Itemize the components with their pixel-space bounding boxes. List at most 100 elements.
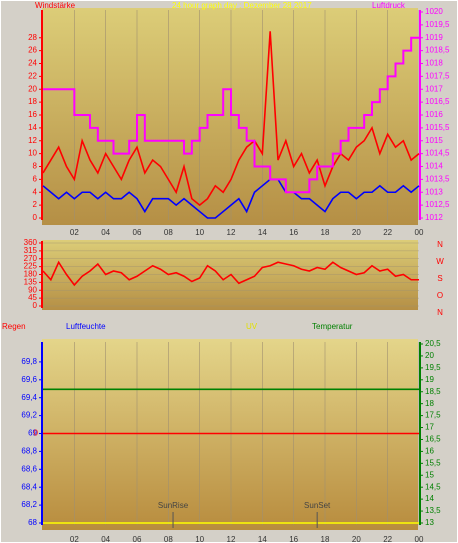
- y2-tick-label: 19: [425, 375, 434, 384]
- y2-tick-label: 1015,5: [425, 123, 450, 132]
- x-tick-label: 04: [101, 228, 110, 237]
- x-tick-label: 20: [352, 535, 361, 543]
- y2-tick-label: 1014,5: [425, 149, 450, 158]
- y2-tick-label: 1019: [425, 33, 443, 42]
- y-tick-label: 69,4: [21, 393, 37, 402]
- x-tick-label: 18: [321, 228, 330, 237]
- x-tick-label: 02: [70, 535, 79, 543]
- series-line: [42, 178, 420, 219]
- y2-tick-label: 13,5: [425, 506, 441, 515]
- y2-tick-label: 1017,5: [425, 71, 450, 80]
- x-tick-label: 00: [415, 228, 424, 237]
- y-tick-label: 6: [33, 174, 38, 183]
- direction-label: O: [437, 291, 443, 300]
- y2-tick-label: 1019,5: [425, 20, 450, 29]
- y-tick-label: 14: [28, 123, 37, 132]
- y2-tick-label: 18: [425, 399, 434, 408]
- series-line: [42, 260, 419, 287]
- y-tick-label: 68: [28, 518, 37, 527]
- x-tick-label: 08: [164, 228, 173, 237]
- x-tick-label: 22: [383, 228, 392, 237]
- x-tick-label: 12: [227, 228, 236, 237]
- y-tick-label: 0: [33, 213, 38, 222]
- y-tick-label: 69,6: [21, 375, 37, 384]
- y-axis-label: Windstärke: [35, 1, 76, 10]
- annotation: SunSet: [304, 501, 331, 510]
- y-tick-label: 180: [24, 270, 38, 279]
- x-tick-label: 14: [258, 228, 267, 237]
- x-tick-label: 10: [195, 535, 204, 543]
- y-tick-label: 18: [28, 97, 37, 106]
- y2-tick-label: 1018,5: [425, 46, 450, 55]
- x-tick-label: 22: [383, 535, 392, 543]
- y-tick-label: 12: [28, 136, 37, 145]
- series-line: [43, 36, 419, 194]
- x-tick-label: 16: [289, 228, 298, 237]
- x-tick-label: 08: [164, 535, 173, 543]
- y-tick-label: 68,2: [21, 500, 37, 509]
- x-tick-label: 16: [289, 535, 298, 543]
- y2-tick-label: 13: [425, 518, 434, 527]
- y2-tick-label: 1016: [425, 110, 443, 119]
- y2-tick-label: 20,5: [425, 339, 441, 348]
- y-tick-label: 69,2: [21, 411, 37, 420]
- direction-label: W: [436, 257, 444, 266]
- y-tick-label: 22: [28, 71, 37, 80]
- y-tick-label: 20: [28, 84, 37, 93]
- y2-tick-label: 1012,5: [425, 200, 450, 209]
- y2-tick-label: 15,5: [425, 458, 441, 467]
- legend-label: Temperatur: [312, 322, 353, 331]
- x-tick-label: 02: [70, 228, 79, 237]
- legend-label: Regen: [2, 322, 26, 331]
- y-tick-label: 0: [33, 301, 38, 310]
- x-tick-label: 14: [258, 535, 267, 543]
- y2-tick-label: 17,5: [425, 411, 441, 420]
- x-tick-label: 04: [101, 535, 110, 543]
- y-tick-label: 69,8: [21, 357, 37, 366]
- series-line: [42, 31, 420, 207]
- y-tick-label: 8: [33, 162, 38, 171]
- y2-tick-label: 1018: [425, 59, 443, 68]
- y2-tick-label: 1014: [425, 162, 443, 171]
- direction-label: N: [437, 240, 443, 249]
- x-tick-label: 20: [352, 228, 361, 237]
- y-tick-label: 225: [24, 262, 38, 271]
- legend-label: Luftfeuchte: [66, 322, 106, 331]
- direction-label: S: [437, 274, 442, 283]
- y2-tick-label: 1017: [425, 84, 443, 93]
- y2-tick-label: 1013,5: [425, 174, 450, 183]
- y-tick-label: 45: [28, 293, 37, 302]
- y2-tick-label: 19,5: [425, 363, 441, 372]
- y2-tick-label: 1016,5: [425, 97, 450, 106]
- direction-label: N: [437, 308, 443, 317]
- y2-tick-label: 1020: [425, 7, 443, 16]
- y-tick-label: 4: [33, 187, 38, 196]
- y-tick-label: 68,4: [21, 482, 37, 491]
- chart-title: 24 hour graph day : Dezember 28 2017: [172, 1, 312, 10]
- y2-tick-label: 14,5: [425, 482, 441, 491]
- x-tick-label: 06: [133, 228, 142, 237]
- y2-tick-label: 20: [425, 351, 434, 360]
- y2-tick-label: 1012: [425, 213, 443, 222]
- y-tick-label: 2: [33, 200, 38, 209]
- x-tick-label: 12: [227, 535, 236, 543]
- y2-tick-label: 15: [425, 470, 434, 479]
- y-tick-label: 24: [28, 59, 37, 68]
- x-tick-label: 18: [321, 535, 330, 543]
- y-tick-label: 68,8: [21, 447, 37, 456]
- y-tick-label: 28: [28, 33, 37, 42]
- y2-axis-label: Luftdruck: [372, 1, 406, 10]
- y2-tick-label: 14: [425, 494, 434, 503]
- y-tick-label: 315: [24, 246, 38, 255]
- y-tick-label: 26: [28, 46, 37, 55]
- y-tick-label: 68,6: [21, 464, 37, 473]
- y-tick-label: 270: [24, 254, 38, 263]
- x-tick-label: 00: [415, 535, 424, 543]
- y-tick-label: 360: [24, 238, 38, 247]
- y2-tick-label: 16,5: [425, 435, 441, 444]
- annotation: 0: [34, 429, 39, 438]
- plot-area: [42, 8, 418, 225]
- y-tick-label: 135: [24, 277, 38, 286]
- y2-tick-label: 1015: [425, 136, 443, 145]
